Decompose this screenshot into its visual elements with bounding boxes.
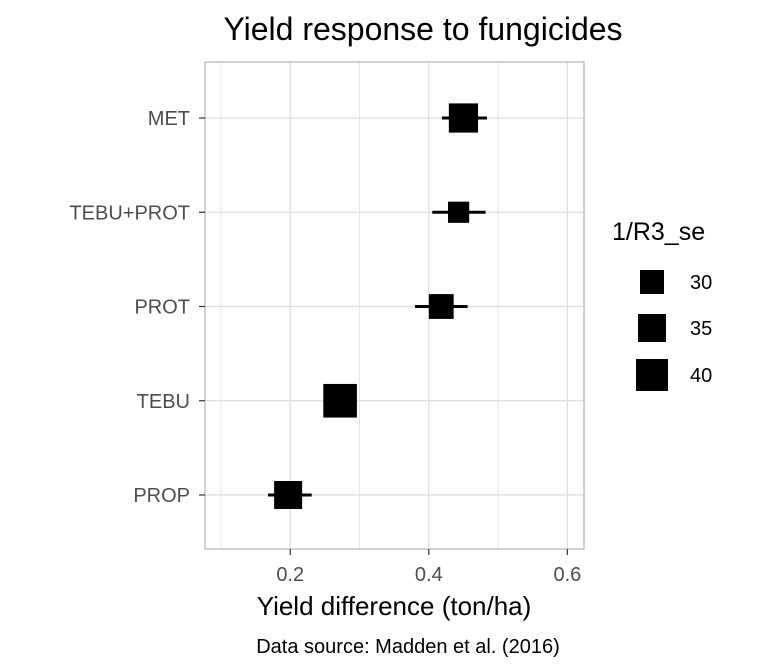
legend-label: 30 [690, 272, 712, 294]
x-axis-title: Yield difference (ton/ha) [257, 591, 532, 621]
grid-layer [205, 62, 584, 549]
y-tick-label: MET [148, 108, 190, 130]
x-tick-label: 0.2 [276, 564, 304, 586]
chart-caption: Data source: Madden et al. (2016) [256, 636, 560, 658]
legend-key [638, 314, 666, 342]
legend-key [640, 270, 664, 294]
legend-items: 30 35 40 [636, 270, 712, 391]
point-marker [274, 481, 303, 509]
legend-label: 35 [690, 318, 712, 340]
marks-layer [268, 103, 487, 509]
point-marker [323, 383, 357, 418]
y-tick-label: PROT [134, 297, 190, 319]
x-tick-label: 0.4 [415, 564, 443, 586]
point-marker [448, 103, 479, 133]
x-axis: 0.2 0.4 0.6 [276, 549, 581, 586]
x-tick-label: 0.6 [553, 564, 581, 586]
point-marker [447, 201, 470, 223]
legend-title: 1/R3_se [612, 218, 705, 246]
y-tick-label: TEBU+PROT [69, 202, 190, 224]
panel-border [204, 61, 585, 550]
chart-title: Yield response to fungicides [223, 11, 622, 47]
legend: 1/R3_se 30 35 40 [612, 218, 712, 391]
y-axis: MET TEBU+PROT PROT TEBU PROP [69, 108, 205, 507]
legend-key [636, 359, 668, 391]
point-marker [428, 294, 454, 319]
y-tick-label: PROP [133, 485, 190, 507]
legend-label: 40 [690, 365, 712, 387]
y-tick-label: TEBU [137, 391, 190, 413]
